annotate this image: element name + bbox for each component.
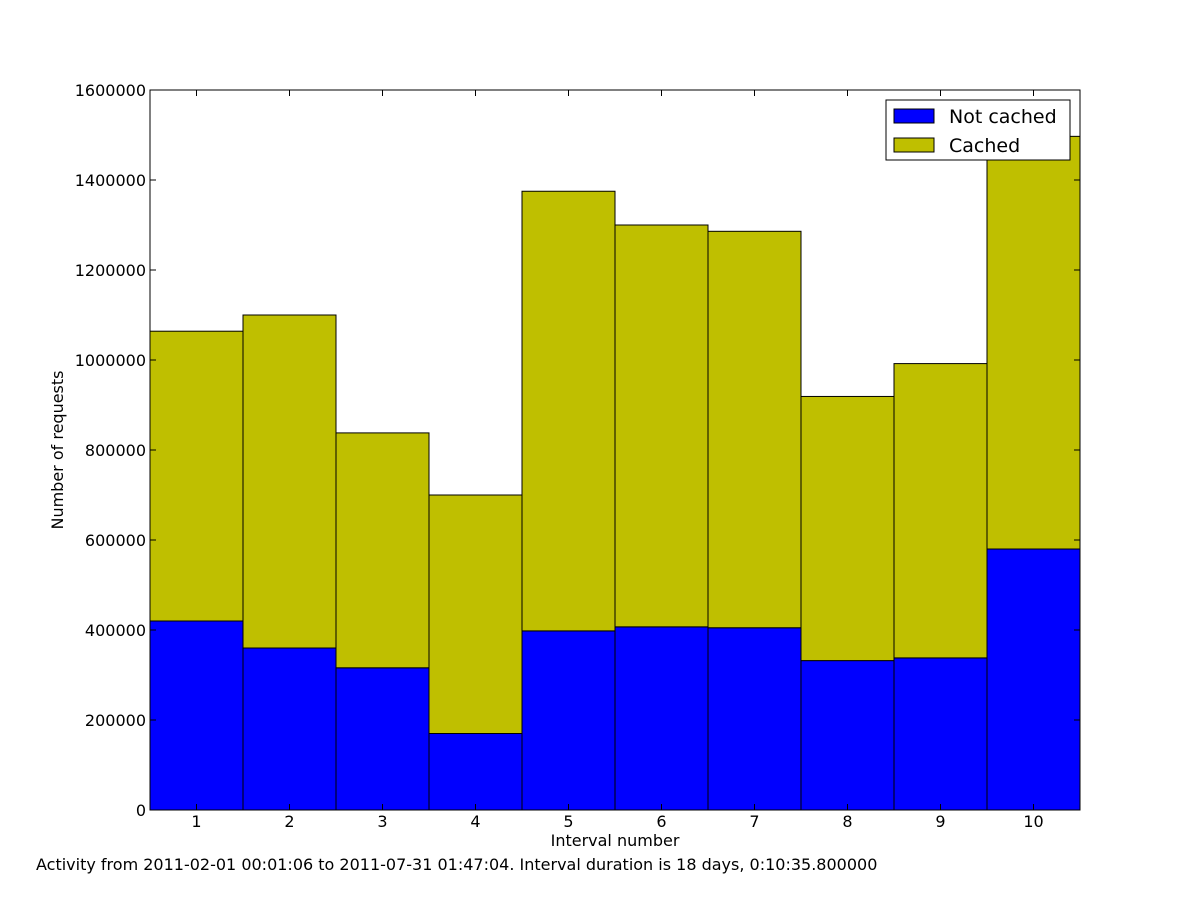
x-tick-label: 10 [1023, 812, 1043, 831]
plot-frame [149, 89, 1081, 811]
bar-not-cached-2 [242, 647, 337, 811]
bar-not-cached-8 [800, 660, 895, 811]
y-tick-label: 1400000 [75, 171, 146, 190]
bar-cached-3 [335, 432, 430, 669]
bar-cached-9 [893, 363, 988, 659]
y-tick-label: 1200000 [75, 261, 146, 280]
x-tick-label: 6 [656, 812, 666, 831]
bars-layer [149, 135, 1081, 811]
legend-label-cached: Cached [949, 135, 1020, 157]
x-tick-label: 7 [749, 812, 759, 831]
x-tick-label: 9 [935, 812, 945, 831]
y-tick-label: 1000000 [75, 351, 146, 370]
bar-cached-10 [986, 135, 1081, 550]
bar-not-cached-4 [428, 733, 523, 811]
x-tick-label: 3 [377, 812, 387, 831]
legend-swatch-cached [893, 137, 935, 153]
bar-cached-2 [242, 314, 337, 649]
bar-not-cached-9 [893, 657, 988, 811]
ticks-layer: 0 200000 400000 600000 800000 1000000 1200000 1… [75, 81, 1080, 831]
bar-not-cached-1 [149, 620, 244, 811]
x-tick-label: 2 [284, 812, 294, 831]
x-tick-label: 8 [842, 812, 852, 831]
bar-not-cached-6 [614, 626, 709, 811]
bar-cached-7 [707, 230, 802, 629]
bar-not-cached-10 [986, 548, 1081, 811]
bar-not-cached-7 [707, 627, 802, 811]
y-tick-label: 600000 [85, 531, 146, 550]
bar-not-cached-5 [521, 630, 616, 811]
x-tick-label: 5 [563, 812, 573, 831]
chart-caption: Activity from 2011-02-01 00:01:06 to 201… [36, 855, 877, 874]
bar-cached-5 [521, 190, 616, 632]
y-tick-label: 0 [136, 801, 146, 820]
legend-label-not-cached: Not cached [949, 106, 1057, 128]
x-tick-label: 4 [470, 812, 480, 831]
x-axis-label: Interval number [551, 831, 680, 850]
y-tick-label: 800000 [85, 441, 146, 460]
legend-swatch-not-cached [893, 108, 935, 124]
bar-not-cached-3 [335, 667, 430, 811]
bar-cached-8 [800, 395, 895, 662]
y-tick-label: 400000 [85, 621, 146, 640]
bar-cached-1 [149, 330, 244, 622]
y-axis-label: Number of requests [48, 370, 67, 529]
bar-cached-6 [614, 224, 709, 628]
y-tick-label: 1600000 [75, 81, 146, 100]
x-tick-label: 1 [191, 812, 201, 831]
y-tick-label: 200000 [85, 711, 146, 730]
legend: Not cached Cached [885, 99, 1071, 161]
bar-cached-4 [428, 494, 523, 734]
